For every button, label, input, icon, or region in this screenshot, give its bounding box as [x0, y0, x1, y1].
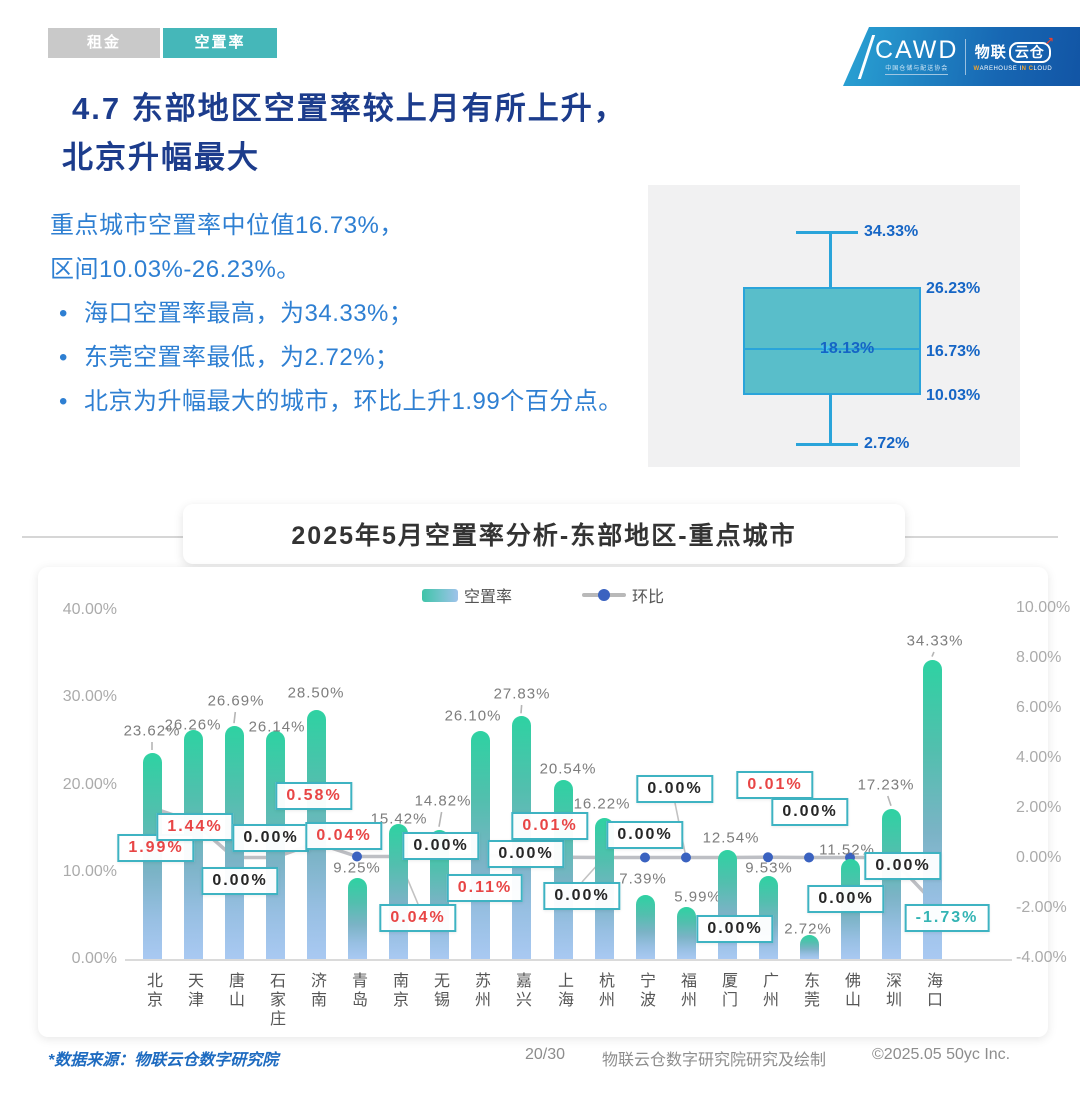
legend-item-mom[interactable]: 环比	[582, 583, 664, 607]
chart-title: 2025年5月空置率分析-东部地区-重点城市	[183, 504, 905, 564]
boxplot-median-line	[743, 348, 921, 350]
summary-line1: 重点城市空置率中位值16.73%，	[50, 212, 404, 239]
summary-text: 重点城市空置率中位值16.73%， 区间10.03%-26.23%。 海口空置率…	[50, 204, 655, 424]
chart-legend: 空置率 环比	[38, 583, 1048, 607]
arrow-icon: ↗	[1044, 35, 1055, 48]
boxplot-max-label: 34.33%	[864, 223, 919, 240]
brand-logo: 物联 云仓 ↗ WAREHOUSE IN CLOUD	[973, 36, 1054, 72]
page-title-line1: 4.7 东部地区空置率较上月有所上升，	[72, 91, 627, 126]
legend-line-swatch-icon	[582, 589, 626, 601]
boxplot-whisker-top-cap	[796, 231, 858, 234]
boxplot-box	[743, 287, 921, 395]
footer-source: *数据来源：物联云仓数字研究院	[48, 1052, 279, 1069]
footer-copyright: ©2025.05 50yc Inc.	[872, 1046, 1011, 1063]
brand-left-text: 物联	[974, 43, 1007, 61]
tab-rent[interactable]: 租金	[48, 28, 160, 58]
cawd-text: CAWD	[875, 36, 959, 64]
logo-divider	[965, 38, 967, 75]
boxplot-median-label: 16.73%	[926, 343, 981, 360]
boxplot-q3-label: 26.23%	[926, 280, 981, 297]
boxplot-whisker-top-line	[829, 232, 832, 287]
page-title: 4.7 东部地区空置率较上月有所上升， 北京升幅最大	[62, 84, 627, 182]
boxplot-whisker-bottom-line	[829, 395, 832, 443]
bullet-dongguan: 东莞空置率最低，为2.72%；	[50, 336, 655, 380]
boxplot-min-label: 2.72%	[864, 435, 910, 452]
legend-vacancy-label: 空置率	[463, 589, 512, 606]
footer-credit: 物联云仓数字研究院研究及绘制	[602, 1052, 827, 1069]
bullet-beijing: 北京为升幅最大的城市，环比上升1.99个百分点。	[50, 380, 655, 424]
summary-bullets: 海口空置率最高，为34.33%； 东莞空置率最低，为2.72%； 北京为升幅最大…	[50, 292, 655, 424]
logo-banner: CAWD 中国仓储与配送协会 物联 云仓 ↗ WAREHOUSE IN CLOUD	[843, 27, 1080, 86]
banner-slash-icon	[857, 34, 876, 79]
boxplot-whisker-bottom-cap	[796, 443, 858, 446]
footer-page-number: 20/30	[524, 1046, 566, 1063]
legend-mom-label: 环比	[632, 589, 665, 606]
legend-item-vacancy[interactable]: 空置率	[421, 583, 512, 607]
chart-card: 空置率 环比	[38, 567, 1048, 1037]
boxplot-q1-label: 10.03%	[926, 387, 981, 404]
brand-subtext: WAREHOUSE IN CLOUD	[973, 65, 1053, 72]
legend-bar-swatch-icon	[421, 588, 458, 602]
boxplot-panel: 34.33% 26.23% × 18.13% 16.73% 10.03% 2.72…	[648, 185, 1020, 467]
cloud-icon: 云仓 ↗	[1008, 36, 1054, 63]
summary-line2: 区间10.03%-26.23%。	[50, 256, 301, 283]
tab-vacancy[interactable]: 空置率	[163, 28, 277, 58]
page-title-line2: 北京升幅最大	[62, 140, 260, 175]
bullet-haikou: 海口空置率最高，为34.33%；	[50, 292, 655, 336]
cawd-logo: CAWD 中国仓储与配送协会	[875, 38, 958, 75]
cawd-subtext: 中国仓储与配送协会	[885, 66, 949, 75]
